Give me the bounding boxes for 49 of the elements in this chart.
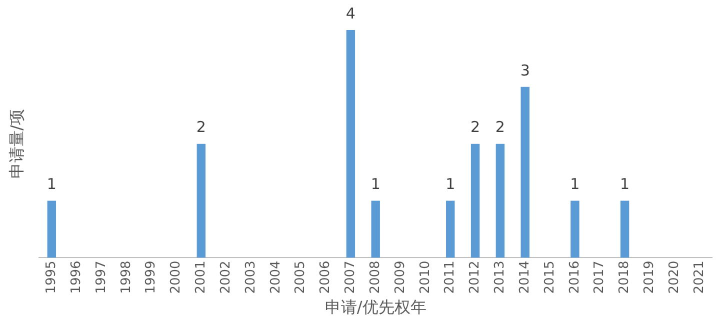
x-tick-label: 2001 xyxy=(194,260,209,294)
x-tick-label: 2018 xyxy=(617,260,632,294)
bar xyxy=(47,200,56,258)
data-label: 1 xyxy=(570,175,580,194)
x-tick-label: 2021 xyxy=(692,260,707,294)
x-tick-label: 2016 xyxy=(567,260,582,294)
x-tick-label: 2003 xyxy=(243,260,258,294)
data-label: 1 xyxy=(46,175,56,194)
data-label: 3 xyxy=(520,61,530,80)
x-tick-label: 2010 xyxy=(418,260,433,294)
x-tick-label: 2006 xyxy=(318,260,334,294)
bar xyxy=(346,30,356,258)
x-tick-label: 1999 xyxy=(144,260,159,294)
data-label: 2 xyxy=(196,118,206,136)
x-tick-label: 2011 xyxy=(442,260,458,294)
x-tick-label: 2013 xyxy=(492,260,508,294)
x-tick-label: 2008 xyxy=(368,260,383,294)
data-label: 1 xyxy=(446,175,456,194)
y-axis-title: 申请量/项 xyxy=(6,109,26,179)
x-tick-label: 2004 xyxy=(268,260,284,294)
data-label: 1 xyxy=(370,175,380,194)
x-tick-label: 2019 xyxy=(642,260,658,294)
x-tick-label: 1995 xyxy=(44,260,60,294)
x-tick-label: 2017 xyxy=(592,260,608,294)
bar xyxy=(520,86,530,258)
bar xyxy=(496,144,505,258)
bar xyxy=(371,200,380,258)
x-tick-label: 2014 xyxy=(517,260,532,294)
data-label: 2 xyxy=(470,118,480,136)
x-tick-label: 2009 xyxy=(392,260,408,294)
bar xyxy=(470,144,480,258)
x-tick-label: 2000 xyxy=(168,260,184,294)
data-label: 1 xyxy=(620,175,630,194)
data-label: 4 xyxy=(346,4,356,22)
x-tick-label: 2020 xyxy=(666,260,682,294)
bar xyxy=(570,200,580,258)
x-tick-label: 1998 xyxy=(118,260,134,294)
x-tick-label: 2015 xyxy=(542,260,558,294)
bar xyxy=(196,144,206,258)
x-tick-label: 2005 xyxy=(293,260,308,294)
data-label: 2 xyxy=(495,118,505,136)
bar xyxy=(620,200,630,258)
x-tick-label: 1996 xyxy=(68,260,84,294)
x-tick-label: 2002 xyxy=(218,260,234,294)
bar xyxy=(446,200,455,258)
x-tick-label: 2012 xyxy=(468,260,483,294)
x-tick-label: 1997 xyxy=(94,260,109,294)
x-tick-label: 2007 xyxy=(343,260,358,294)
x-axis-title: 申请/优先权年 xyxy=(324,298,426,317)
